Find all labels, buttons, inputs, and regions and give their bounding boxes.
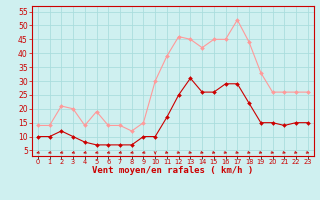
X-axis label: Vent moyen/en rafales ( km/h ): Vent moyen/en rafales ( km/h ) <box>92 166 253 175</box>
